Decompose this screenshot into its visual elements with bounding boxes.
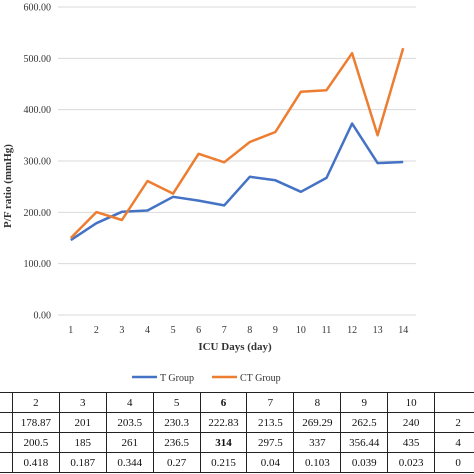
x-tick-label: 11 [322, 325, 332, 336]
x-tick-label: 5 [171, 325, 176, 336]
x-tick-label: 1 [68, 325, 73, 336]
series-line-ct-group [69, 47, 405, 239]
table-cell: 10 [387, 392, 436, 413]
table-cell [0, 432, 13, 453]
table-cell: 0.103 [293, 452, 342, 473]
table-cell: 4 [434, 432, 474, 453]
table-cell [434, 392, 474, 413]
table-cell: 7 [246, 392, 295, 413]
table-cell: 356.44 [340, 432, 389, 453]
table-cell: 261 [105, 432, 154, 453]
table-cell: 0.04 [246, 452, 295, 473]
y-tick-label: 200.00 [24, 208, 52, 219]
table-cell: 178.87 [11, 412, 60, 433]
table-cell: 240 [387, 412, 436, 433]
table-cell: 262.5 [340, 412, 389, 433]
table-cell: 435 [387, 432, 436, 453]
table-cell: 269.29 [293, 412, 342, 433]
legend: T Group CT Group [132, 373, 281, 384]
table-cell: 236.5 [152, 432, 201, 453]
x-tick-label: 4 [145, 325, 150, 336]
table-cell: 203.5 [105, 412, 154, 433]
table-cell: 201 [58, 412, 107, 433]
table-cell: 8 [293, 392, 342, 413]
x-tick-label: 2 [94, 325, 99, 336]
x-tick-label: 14 [398, 325, 408, 336]
table-cell: 0.215 [199, 452, 248, 473]
table-cell: 0 [434, 452, 474, 473]
gridlines [58, 6, 416, 316]
table-cell: 314 [199, 432, 248, 453]
y-tick-label: 400.00 [24, 105, 52, 116]
table-cell: 2 [434, 412, 474, 433]
table-cell: 0.039 [340, 452, 389, 473]
table-row: 200.5 185 261 236.5 314 297.5 337 356.44 435 4 [0, 432, 474, 453]
table-cell [0, 452, 13, 473]
x-axis-label: ICU Days (day) [198, 341, 272, 353]
y-tick-label: 300.00 [24, 157, 52, 168]
y-tick-label: 500.00 [24, 54, 52, 65]
y-tick-labels: 0.00 100.00 200.00 300.00 400.00 500.00 600.00 [24, 3, 52, 322]
x-tick-label: 8 [247, 325, 252, 336]
x-tick-label: 10 [296, 325, 306, 336]
table-cell [0, 392, 13, 413]
table-cell: 337 [293, 432, 342, 453]
x-tick-label: 9 [273, 325, 278, 336]
table-cell: 185 [58, 432, 107, 453]
x-tick-labels: 1 2 3 4 5 6 7 8 9 10 11 12 13 14 [68, 325, 408, 336]
y-tick-label: 600.00 [24, 3, 52, 14]
table-cell: 0.344 [105, 452, 154, 473]
table-cell: 9 [340, 392, 389, 413]
table-row: 178.87 201 203.5 230.3 222.83 213.5 269.29 262.… [0, 412, 474, 433]
x-tick-label: 12 [347, 325, 357, 336]
table-row: 0.418 0.187 0.344 0.27 0.215 0.04 0.103 0.039 0.… [0, 452, 474, 473]
series-line-t-group [70, 122, 404, 242]
y-tick-label: 100.00 [24, 259, 52, 270]
table-cell: 0.27 [152, 452, 201, 473]
table-cell [0, 412, 13, 433]
table-cell: 0.187 [58, 452, 107, 473]
table-cell: 4 [105, 392, 154, 413]
table-cell: 200.5 [11, 432, 60, 453]
x-tick-label: 6 [196, 325, 201, 336]
series-lines [69, 47, 405, 242]
y-axis-label: P/F ratio (mmHg) [2, 144, 14, 228]
data-table: 2 3 4 5 6 7 8 9 10 178.87 201 203.5 230.3 222.83 213.5… [0, 392, 474, 473]
table-cell: 230.3 [152, 412, 201, 433]
table-cell: 2 [11, 392, 60, 413]
x-tick-label: 3 [119, 325, 124, 336]
legend-label-ct-group: CT Group [240, 373, 281, 384]
table-cell: 0.023 [387, 452, 436, 473]
table-cell: 5 [152, 392, 201, 413]
table-cell: 213.5 [246, 412, 295, 433]
x-tick-label: 7 [222, 325, 227, 336]
table-row: 2 3 4 5 6 7 8 9 10 [0, 392, 474, 413]
legend-label-t-group: T Group [160, 373, 194, 384]
table-cell: 222.83 [199, 412, 248, 433]
table-cell: 297.5 [246, 432, 295, 453]
table-cell: 3 [58, 392, 107, 413]
y-tick-label: 0.00 [34, 311, 52, 322]
table-cell: 0.418 [11, 452, 60, 473]
line-chart: 0.00 100.00 200.00 300.00 400.00 500.00 600.00… [2, 3, 416, 384]
table-cell: 6 [199, 392, 248, 413]
x-tick-label: 13 [373, 325, 383, 336]
